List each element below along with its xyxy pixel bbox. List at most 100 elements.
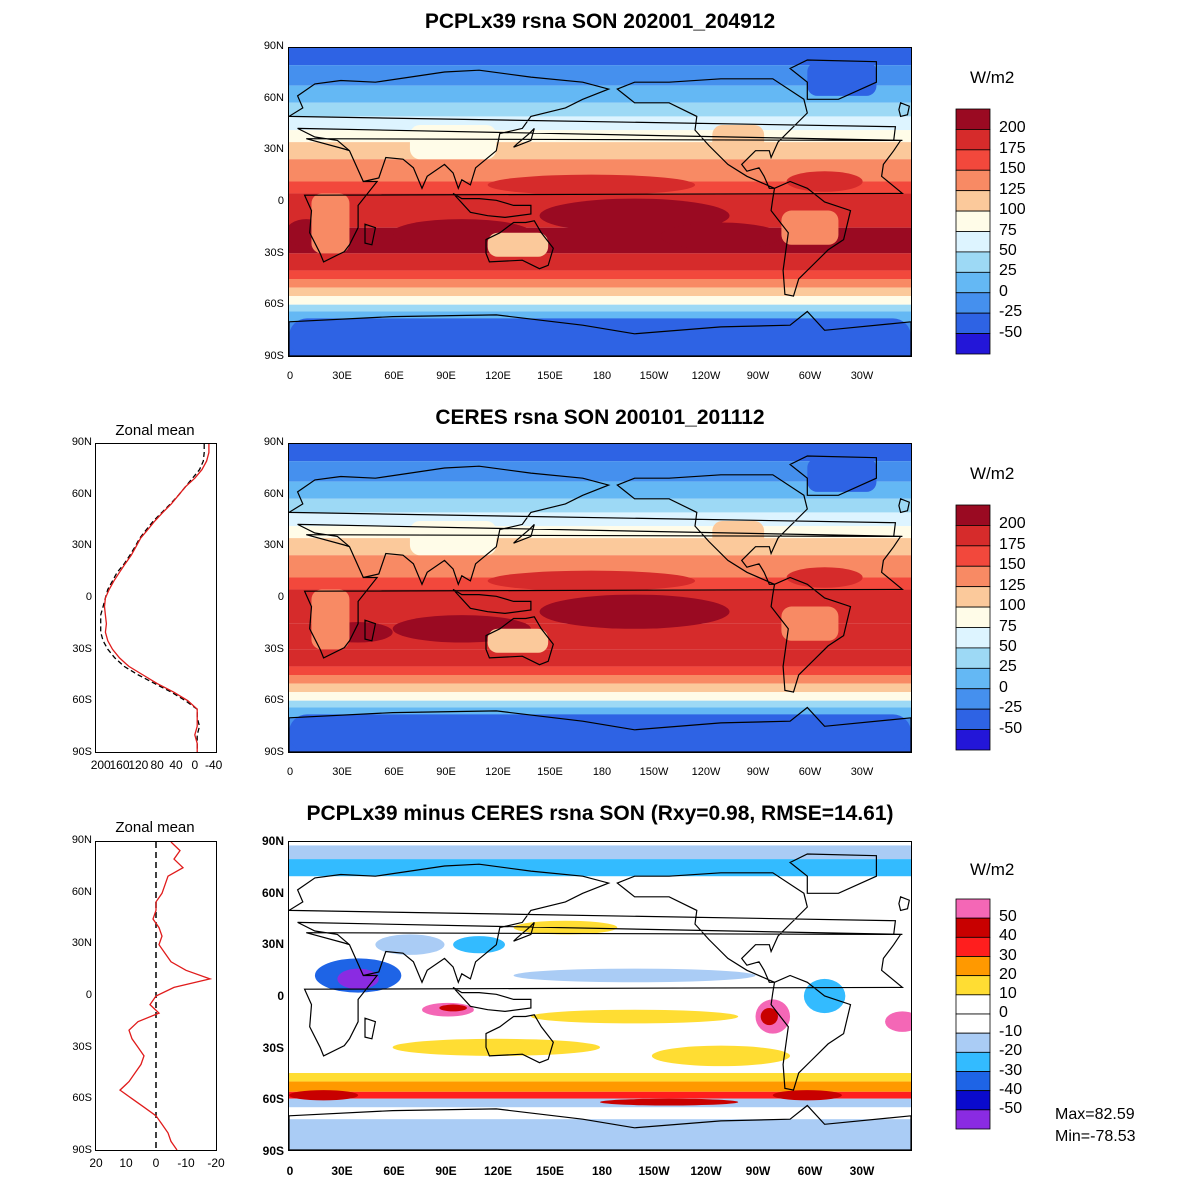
map-color-patch xyxy=(600,1098,739,1106)
legend-label: 175 xyxy=(999,139,1026,157)
map-color-patch xyxy=(311,589,350,650)
map-color-patch xyxy=(781,210,839,245)
legend-label: 75 xyxy=(999,617,1017,635)
map-color-band xyxy=(289,666,911,675)
lat-tick-label: 0 xyxy=(277,195,284,207)
map-color-patch xyxy=(289,1090,359,1101)
legend-label: 50 xyxy=(999,637,1017,655)
map-color-band xyxy=(289,526,911,539)
map-color-band xyxy=(289,461,911,482)
zonal-x-tick: -40 xyxy=(204,758,223,772)
zonal-lat-tick: 0 xyxy=(85,989,92,1001)
panel3-zonal-title: Zonal mean xyxy=(115,819,195,836)
map-color-patch xyxy=(781,606,839,641)
map-color-patch xyxy=(539,594,730,629)
legend-swatch xyxy=(955,525,991,547)
lon-tick-label: 0 xyxy=(286,1164,294,1178)
map-color-band xyxy=(289,845,911,860)
panel2-legend: 200 175 150 125 100 75 50 25 0 -25 -50 xyxy=(955,504,1026,751)
legend-label: 50 xyxy=(999,241,1017,259)
map-color-band xyxy=(289,444,911,462)
lon-tick-label: 150E xyxy=(535,1164,565,1178)
zonal-lat-tick: 30S xyxy=(72,1040,92,1053)
map-color-patch xyxy=(786,171,863,192)
legend-label: 0 xyxy=(999,282,1008,300)
legend-swatch xyxy=(955,708,991,730)
lon-tick-label: 150W xyxy=(639,766,669,778)
map-color-patch xyxy=(289,714,911,752)
lon-tick-label: 30W xyxy=(850,766,874,778)
map-color-patch xyxy=(712,125,765,160)
zonal-x-tick: 0 xyxy=(152,1156,160,1170)
lon-tick-label: 120E xyxy=(483,1164,513,1178)
lat-tick-label: 30N xyxy=(261,937,284,952)
legend-swatch xyxy=(955,108,991,130)
lon-tick-label: 30W xyxy=(849,1164,875,1178)
panel2-zonal-title: Zonal mean xyxy=(115,422,195,439)
legend-label: 175 xyxy=(999,535,1026,553)
lon-tick-label: 30W xyxy=(850,370,874,382)
zonal-x-tick: 20 xyxy=(89,1156,103,1170)
lon-tick-label: 120W xyxy=(691,370,721,382)
legend-swatch xyxy=(955,231,991,253)
legend-label: 25 xyxy=(999,658,1017,676)
legend-swatch xyxy=(955,1051,991,1072)
legend-swatch xyxy=(955,271,991,294)
legend-label: -40 xyxy=(999,1080,1023,1098)
map-color-patch xyxy=(337,968,379,990)
map-color-band xyxy=(289,1073,911,1082)
panel1-map xyxy=(288,47,912,357)
lat-tick-label: 30S xyxy=(262,1040,284,1055)
map-color-patch xyxy=(289,318,911,356)
lon-tick-label: 60W xyxy=(798,766,822,778)
map-color-patch xyxy=(513,968,756,983)
panel3-map-svg xyxy=(289,842,911,1150)
legend-colorbar xyxy=(955,108,991,355)
lon-tick-label: 90W xyxy=(746,370,770,382)
legend-swatch xyxy=(955,129,991,151)
panel3-stats: Max=82.59 Min=-78.53 xyxy=(1055,1104,1136,1148)
panel1-legend: 200 175 150 125 100 75 50 25 0 -25 -50 xyxy=(955,108,1026,355)
map-color-patch xyxy=(807,61,877,96)
legend-label: -50 xyxy=(999,323,1023,341)
map-color-band xyxy=(289,707,911,718)
legend-label: 0 xyxy=(999,1004,1008,1021)
map-color-band xyxy=(289,692,911,701)
zonal-lat-tick: 30N xyxy=(71,539,92,552)
zonal-x-tick: 0 xyxy=(191,758,199,772)
legend-swatch xyxy=(955,627,991,649)
zonal-lat-tick: 0 xyxy=(85,591,92,603)
zonal-x-tick: -10 xyxy=(177,1156,195,1170)
lon-tick-label: 150E xyxy=(537,766,563,778)
map-color-patch xyxy=(786,567,863,588)
map-color-band xyxy=(289,142,911,160)
panel3-zonal-plot xyxy=(95,841,217,1151)
map-color-band xyxy=(289,296,911,305)
lat-tick-label: 60N xyxy=(263,91,284,104)
legend-label: 125 xyxy=(999,180,1026,198)
map-color-band xyxy=(289,649,911,667)
legend-colorbar xyxy=(955,898,991,1130)
map-color-band xyxy=(289,85,911,103)
map-color-patch xyxy=(530,1009,739,1024)
legend-swatch xyxy=(955,1109,991,1130)
lon-tick-label: 60W xyxy=(798,370,822,382)
map-color-band xyxy=(289,1098,911,1108)
stats-min: Min=-78.53 xyxy=(1055,1128,1136,1145)
legend-label: 125 xyxy=(999,576,1026,594)
map-color-patch xyxy=(487,570,696,592)
lon-tick-label: 30E xyxy=(332,370,352,382)
legend-swatch xyxy=(955,312,991,334)
zonal-lat-tick: 60N xyxy=(71,487,92,500)
legend-swatch xyxy=(955,1032,991,1053)
lon-tick-label: 150E xyxy=(537,370,563,382)
map-color-band xyxy=(289,498,911,513)
zonal-x-tick: 200 xyxy=(90,758,111,772)
map-color-band xyxy=(289,1091,911,1099)
lat-tick-label: 90N xyxy=(263,436,284,448)
map-color-patch xyxy=(651,1045,791,1067)
map-color-patch xyxy=(409,521,497,556)
lon-tick-label: 60W xyxy=(797,1164,823,1178)
legend-label: -20 xyxy=(999,1042,1023,1060)
lon-tick-label: 90W xyxy=(745,1164,771,1178)
